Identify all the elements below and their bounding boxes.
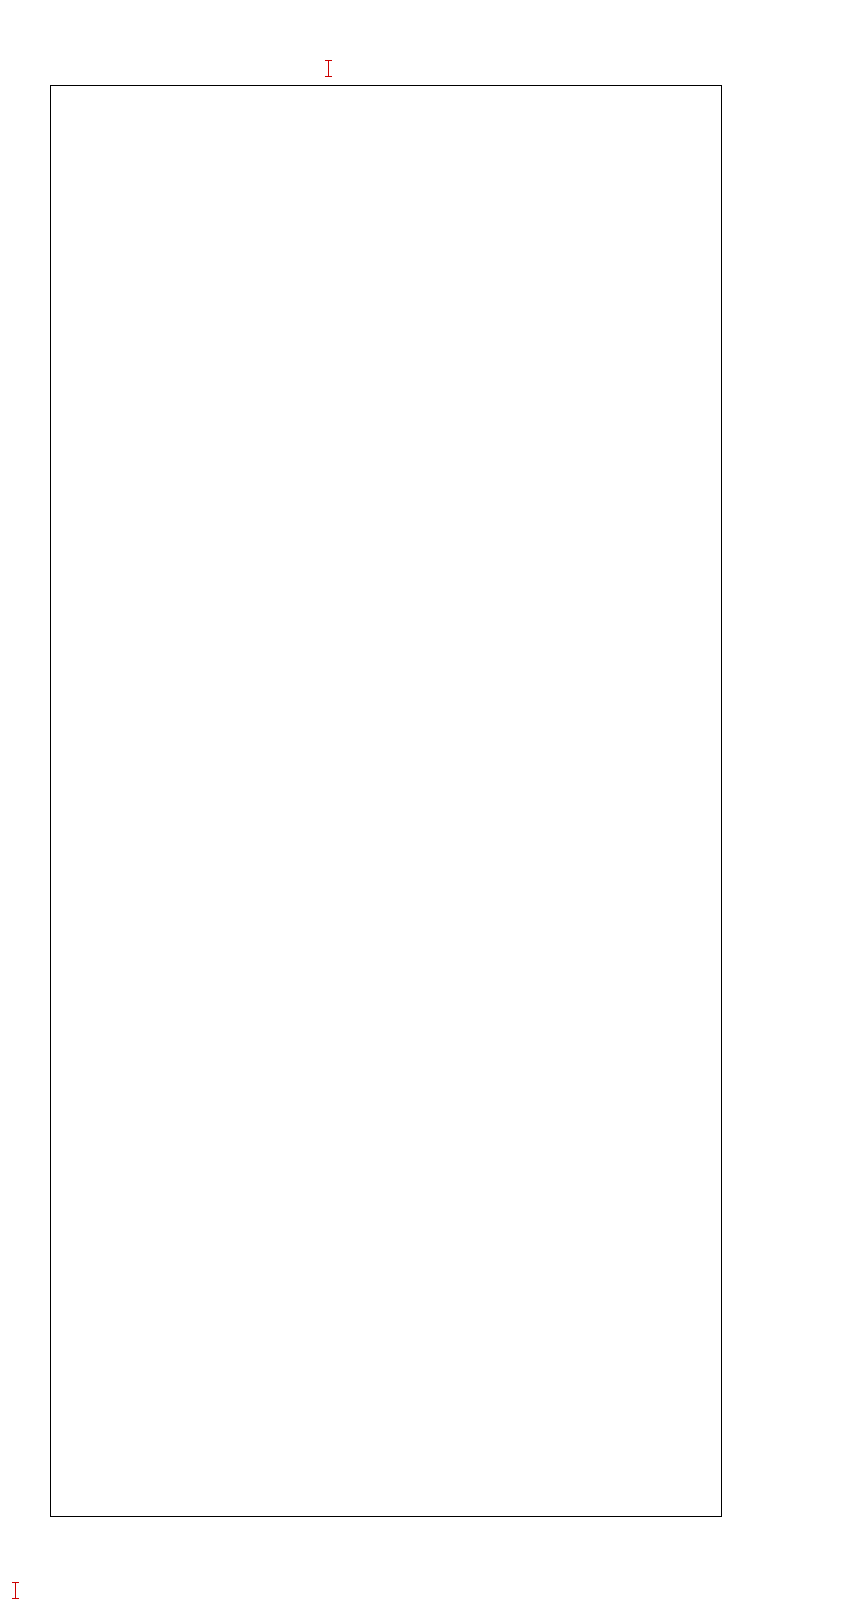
seismogram-container [0, 0, 850, 1613]
plot-area [50, 85, 722, 1517]
scale-bar [328, 60, 329, 76]
scale-bar-cap-bot [325, 76, 332, 77]
footer-scale-cap-bot [12, 1598, 19, 1599]
footer-scale-bar [15, 1582, 16, 1598]
scale-bar-cap-top [325, 60, 332, 61]
footer-scale-cap-top [12, 1582, 19, 1583]
